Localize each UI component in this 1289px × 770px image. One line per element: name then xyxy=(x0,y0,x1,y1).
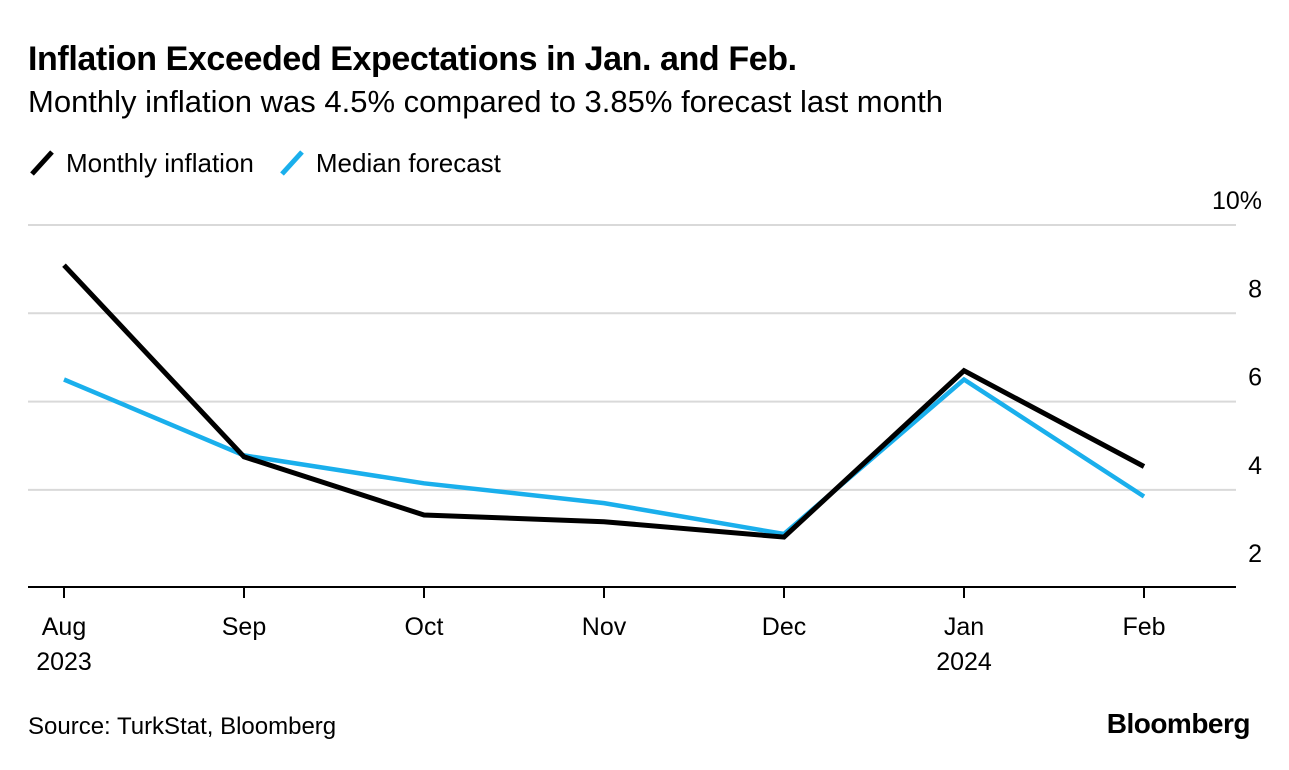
legend-line-monthly-inflation xyxy=(30,150,54,176)
legend-line-median-forecast xyxy=(280,150,304,176)
x-axis-ticks: Aug 2023 Sep Oct Nov Dec Jan 2024 Feb xyxy=(36,587,1166,676)
series-line-monthly-inflation xyxy=(62,263,1146,540)
y-axis-ticks: 10% 8 6 4 2 xyxy=(1212,187,1262,568)
x-tick-label-nov: Nov xyxy=(582,613,627,641)
series-line-median-forecast xyxy=(63,376,1146,537)
y-tick-label-6: 6 xyxy=(1248,364,1262,392)
x-tick-label-oct: Oct xyxy=(405,613,444,641)
legend-label-median-forecast: Median forecast xyxy=(315,147,501,178)
x-tick-label-aug: Aug xyxy=(42,613,86,641)
x-tick-label-jan: Jan xyxy=(944,613,984,641)
x-tick-sublabel-2023: 2023 xyxy=(36,648,92,676)
x-tick-sublabel-2024: 2024 xyxy=(936,648,992,676)
series-lines xyxy=(62,263,1146,540)
chart-subtitle: Monthly inflation was 4.5% compared to 3… xyxy=(28,84,943,119)
y-tick-label-4: 4 xyxy=(1248,452,1262,480)
y-tick-label-8: 8 xyxy=(1248,275,1262,303)
x-tick-label-sep: Sep xyxy=(222,613,266,641)
gridlines xyxy=(28,224,1236,491)
legend-label-monthly-inflation: Monthly inflation xyxy=(66,147,254,178)
legend-swatch-monthly-inflation xyxy=(30,150,54,176)
legend-item-monthly-inflation: Monthly inflation xyxy=(28,148,254,179)
bloomberg-logo: Bloomberg xyxy=(1106,708,1251,739)
chart-title: Inflation Exceeded Expectations in Jan. … xyxy=(28,40,797,78)
legend: Monthly inflation Median forecast xyxy=(28,145,525,181)
legend-item-median-forecast: Median forecast xyxy=(278,148,501,179)
x-tick-label-dec: Dec xyxy=(762,613,806,641)
legend-swatch-median-forecast xyxy=(280,150,304,176)
source-note: Source: TurkStat, Bloomberg xyxy=(28,713,337,740)
y-tick-label-2: 2 xyxy=(1248,540,1262,568)
x-tick-label-feb: Feb xyxy=(1122,613,1165,641)
y-tick-label-10: 10% xyxy=(1212,187,1262,215)
